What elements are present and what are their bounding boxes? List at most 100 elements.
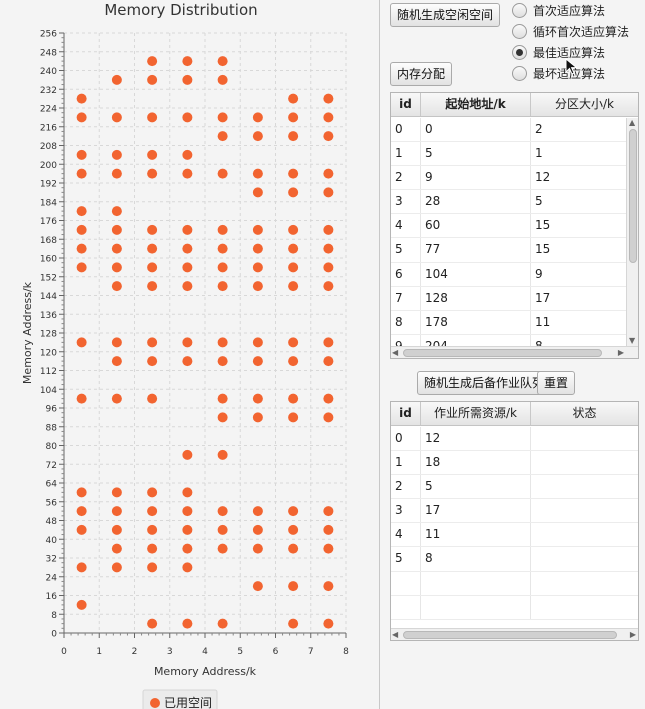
legend-marker-icon [150, 698, 160, 708]
scrollbar-thumb[interactable] [403, 349, 602, 357]
table-cell: 4 [391, 214, 421, 238]
radio-next-fit[interactable]: 循环首次适应算法 [512, 22, 629, 40]
column-header-id[interactable]: id [391, 402, 421, 425]
partition-table[interactable]: id 起始地址/k 分区大小/k 0 0 2 1 5 1 2 9 12 3 28 5 4 60 15 5 77 1… [390, 92, 639, 359]
scroll-down-arrow-icon[interactable]: ▼ [629, 336, 636, 345]
data-point [76, 224, 87, 235]
y-tick-label: 72 [46, 461, 57, 471]
data-point [182, 224, 193, 235]
data-point [252, 262, 263, 273]
data-point [147, 281, 158, 292]
scroll-left-arrow-icon[interactable]: ◀ [392, 348, 399, 357]
mouse-cursor-icon [565, 58, 578, 75]
table-cell: 1 [391, 451, 421, 475]
job-horizontal-scrollbar[interactable]: ◀ ▶ [391, 628, 638, 640]
table-cell [391, 571, 421, 595]
column-header-id[interactable]: id [391, 93, 421, 116]
column-header-start-address[interactable]: 起始地址/k [421, 93, 531, 116]
radio-circle-icon[interactable] [512, 2, 527, 18]
table-cell: 5 [391, 547, 421, 571]
data-point [323, 112, 334, 123]
job-queue-table[interactable]: id 作业所需资源/k 状态 0 12 1 18 2 5 3 17 4 11 5 8 ◀ ▶ [390, 401, 639, 641]
job-row[interactable]: 3 17 [391, 499, 638, 524]
column-header-partition-size[interactable]: 分区大小/k [555, 97, 614, 111]
memory-allocate-button[interactable]: 内存分配 [390, 62, 453, 86]
data-point [288, 168, 299, 179]
table-cell: 11 [421, 523, 531, 547]
data-point [252, 187, 263, 198]
table-cell [531, 451, 638, 474]
scroll-right-arrow-icon[interactable]: ▶ [617, 348, 624, 357]
y-tick-label: 176 [40, 217, 57, 227]
radio-circle-icon[interactable] [512, 23, 527, 39]
partition-vertical-scrollbar[interactable]: ▲ ▼ [626, 118, 638, 346]
radio-worst-fit[interactable]: 最坏适应算法 [512, 64, 605, 82]
data-point [147, 524, 158, 535]
y-tick-label: 112 [40, 367, 57, 377]
data-point [111, 487, 122, 498]
job-row[interactable]: 4 11 [391, 523, 638, 548]
data-point [323, 93, 334, 104]
y-tick-label: 256 [40, 30, 57, 40]
table-cell [421, 595, 531, 619]
x-tick-label: 6 [273, 647, 279, 657]
data-point [252, 524, 263, 535]
partition-row[interactable]: 7 128 17 [391, 286, 626, 311]
data-point [288, 356, 299, 367]
scrollbar-thumb[interactable] [403, 631, 617, 639]
scroll-right-arrow-icon[interactable]: ▶ [629, 630, 636, 639]
scroll-up-arrow-icon[interactable]: ▲ [629, 118, 636, 127]
table-cell: 6 [391, 262, 421, 286]
data-point [217, 56, 228, 67]
table-cell: 178 [421, 310, 531, 334]
generate-free-space-button[interactable]: 随机生成空闲空间 [390, 3, 501, 27]
column-header-status[interactable]: 状态 [572, 406, 597, 420]
partition-row[interactable]: 4 60 15 [391, 214, 626, 239]
data-point [217, 281, 228, 292]
scrollbar-thumb[interactable] [629, 129, 637, 263]
data-point [323, 337, 334, 348]
table-cell: 1 [535, 146, 543, 161]
data-point [217, 337, 228, 348]
column-header-job-resource[interactable]: 作业所需资源/k [421, 402, 531, 425]
generate-job-queue-button[interactable]: 随机生成后备作业队列 [417, 371, 552, 395]
y-tick-label: 184 [40, 198, 57, 208]
data-point [182, 618, 193, 629]
y-axis-label: Memory Address/k [21, 281, 34, 384]
partition-row[interactable]: 6 104 9 [391, 262, 626, 287]
data-point [252, 243, 263, 254]
radio-circle-selected-icon[interactable] [512, 44, 527, 60]
data-point [323, 131, 334, 142]
radio-first-fit[interactable]: 首次适应算法 [512, 1, 605, 19]
reset-button[interactable]: 重置 [537, 371, 576, 395]
job-row[interactable]: 1 18 [391, 451, 638, 476]
data-point [147, 112, 158, 123]
data-point [217, 262, 228, 273]
data-point [323, 187, 334, 198]
job-row[interactable]: 0 12 [391, 427, 638, 452]
data-point [147, 393, 158, 404]
partition-row[interactable]: 8 178 11 [391, 310, 626, 335]
partition-row[interactable]: 5 77 15 [391, 238, 626, 263]
table-cell: 128 [421, 286, 531, 310]
y-tick-label: 120 [40, 348, 57, 358]
partition-horizontal-scrollbar[interactable]: ◀ ▶ [391, 346, 638, 358]
table-cell [531, 427, 638, 450]
partition-row[interactable]: 3 28 5 [391, 190, 626, 215]
data-point [76, 562, 87, 573]
data-point [217, 243, 228, 254]
y-tick-label: 24 [46, 573, 58, 583]
data-point [147, 356, 158, 367]
partition-row[interactable]: 2 9 12 [391, 166, 626, 191]
data-point [217, 393, 228, 404]
radio-circle-icon[interactable] [512, 65, 527, 81]
table-cell: 5 [535, 194, 543, 209]
scroll-left-arrow-icon[interactable]: ◀ [392, 630, 399, 639]
data-point [252, 224, 263, 235]
radio-best-fit[interactable]: 最佳适应算法 [512, 43, 605, 61]
y-tick-label: 80 [46, 442, 58, 452]
